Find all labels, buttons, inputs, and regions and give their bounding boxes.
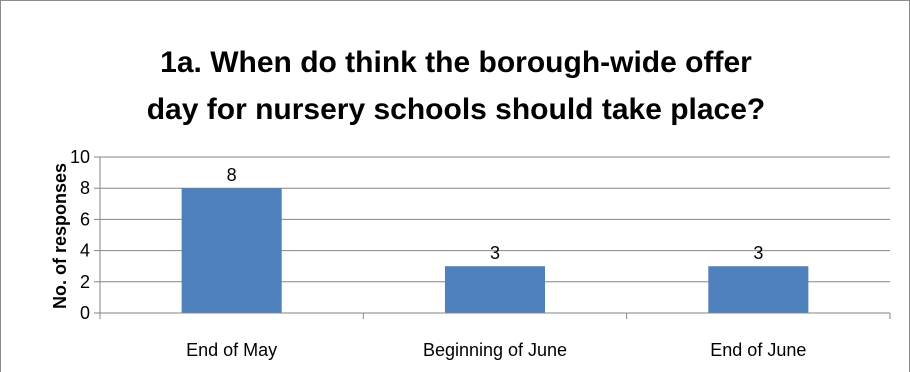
data-label: 3 (753, 243, 763, 263)
y-tick-label: 6 (80, 209, 90, 229)
bar-3 (708, 266, 809, 313)
y-tick-label: 4 (80, 241, 90, 261)
axes (94, 156, 891, 319)
bars (181, 188, 809, 313)
x-category-label: End of June (710, 340, 806, 360)
y-tick-label: 2 (80, 272, 90, 292)
y-tick-label: 8 (80, 178, 90, 198)
x-category-label: Beginning of June (423, 340, 567, 360)
bar-2 (444, 266, 546, 313)
y-axis-title: No. of responses (50, 163, 70, 309)
bar-1 (181, 188, 282, 313)
chart-title: 1a. When do think the borough-wide offer… (1, 39, 910, 133)
chart-title-line-1: 1a. When do think the borough-wide offer (160, 46, 752, 79)
y-tick-label: 0 (80, 303, 90, 323)
data-label: 8 (227, 165, 237, 185)
x-category-label: End of May (186, 340, 277, 360)
chart-title-line-2: day for nursery schools should take plac… (146, 93, 766, 126)
data-label: 3 (490, 243, 500, 263)
y-tick-label: 10 (70, 147, 90, 167)
labels: 0 2 4 6 8 10 8 End of May 3 Beginning of June 3 End… (70, 147, 806, 360)
